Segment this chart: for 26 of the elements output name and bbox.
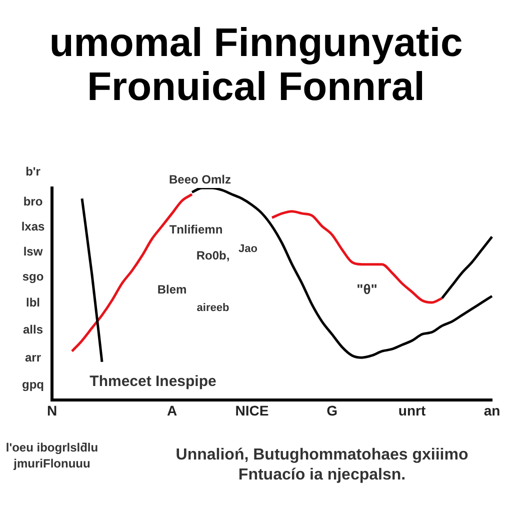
x-tick-label: G xyxy=(326,402,338,418)
text: Beeo Omlz xyxy=(168,172,232,186)
annotation: Jao xyxy=(238,243,258,256)
text: alls xyxy=(22,322,44,336)
text: sgo xyxy=(22,269,44,284)
text: b'r xyxy=(26,164,41,178)
annotation: Blem xyxy=(157,282,187,296)
annotation: Tnlifiemn xyxy=(169,222,223,236)
text: lxas xyxy=(21,219,45,234)
text: arr xyxy=(24,350,42,364)
x-tick-label: A xyxy=(166,402,178,418)
annotation: "θ" xyxy=(356,280,378,297)
x-tick-label: N xyxy=(46,402,58,418)
annotation: Thmecet Inespipe xyxy=(90,373,216,390)
text: bro xyxy=(23,194,43,208)
text: Unnalioń, Butughommatohaes gxiiimo Fntuacío ia njecpalsn. xyxy=(176,446,468,484)
text: lsw xyxy=(23,244,44,258)
text: gpq xyxy=(22,377,44,392)
x-tick-label: NICE xyxy=(235,402,269,418)
text: lbl xyxy=(26,295,40,310)
x-tick-label: an xyxy=(484,402,500,418)
chart-title: umomal Finngunyatic Fronuical Fonnral xyxy=(49,21,463,110)
annotation: Ro0b, xyxy=(196,248,230,262)
x-tick-label: unrt xyxy=(398,402,426,418)
annotation: aireeb xyxy=(196,302,230,314)
text: l'oeu ibogrlslƌlu jmuriFlonuuu xyxy=(6,440,98,470)
